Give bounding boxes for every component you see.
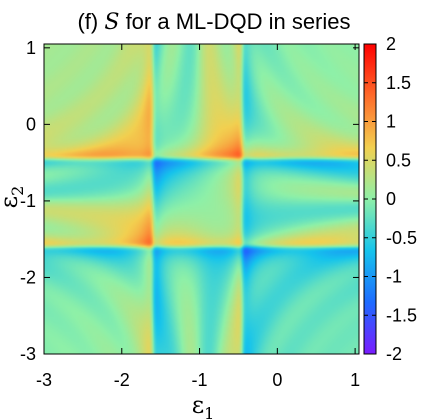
y-tick-label: 1 xyxy=(26,38,36,58)
x-tick-label: -1 xyxy=(192,370,208,390)
x-axis-label-subscript: 1 xyxy=(204,404,214,419)
colorbar-ticks: -2 -1.5 -1 -0.5 0 0.5 1 1.5 2 xyxy=(364,34,417,364)
colorbar-tick-label: 0 xyxy=(386,189,396,209)
x-tick-label: -3 xyxy=(36,370,52,390)
y-tick-label: -3 xyxy=(20,344,36,364)
chart-title: (f) S for a ML-DQD in series xyxy=(77,9,350,35)
y-axis-label: ε2 xyxy=(0,186,27,209)
plot-frame xyxy=(43,43,360,355)
x-axis-ticks: -3 -2 -1 0 1 xyxy=(36,44,360,390)
heatmap-image xyxy=(44,44,359,354)
y-tick-label: 0 xyxy=(26,114,36,134)
x-axis-label: ε1 xyxy=(192,391,215,419)
chart-title-symbol: S xyxy=(104,10,119,35)
y-axis-label-subscript: 2 xyxy=(8,186,27,196)
y-tick-label: -1 xyxy=(20,191,36,211)
colorbar-tick-label: 2 xyxy=(386,34,396,54)
y-axis-ticks: -3 -2 -1 0 1 xyxy=(20,38,359,364)
y-axis-label-symbol: ε xyxy=(0,196,23,208)
colorbar-tick-label: 1.5 xyxy=(386,73,411,93)
colorbar-tick-label: -0.5 xyxy=(386,228,417,248)
x-tick-label: 0 xyxy=(272,370,282,390)
colorbar-tick-label: -1.5 xyxy=(386,305,417,325)
y-tick-label: -2 xyxy=(20,267,36,287)
colorbar-tick-label: 0.5 xyxy=(386,150,411,170)
colorbar-tick-label: -1 xyxy=(386,267,402,287)
chart-title-suffix: for a ML-DQD in series xyxy=(126,9,351,34)
x-axis-label-symbol: ε xyxy=(192,391,204,419)
colorbar-tick-label: -2 xyxy=(386,344,402,364)
x-tick-label: -2 xyxy=(114,370,130,390)
heatmap-surface xyxy=(44,44,359,354)
colorbar-tick-label: 1 xyxy=(386,112,396,132)
chart-title-prefix: (f) xyxy=(77,9,98,34)
x-tick-label: 1 xyxy=(350,370,360,390)
